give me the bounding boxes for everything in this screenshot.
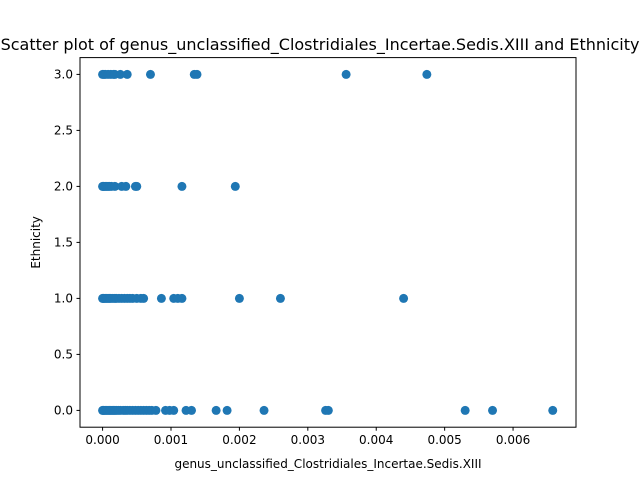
data-point	[115, 69, 125, 79]
plot-frame	[79, 57, 577, 428]
x-tick-label: 0.005	[427, 433, 461, 447]
data-point	[110, 181, 120, 191]
x-tick-label: 0.001	[154, 433, 188, 447]
data-point	[177, 181, 187, 191]
y-tick-label: 2.5	[54, 124, 73, 138]
data-point	[422, 69, 432, 79]
data-point	[177, 293, 187, 303]
data-point	[211, 405, 221, 415]
x-tick-label: 0.003	[291, 433, 325, 447]
data-point	[151, 405, 161, 415]
x-tick-label: 0.002	[222, 433, 256, 447]
data-point	[122, 69, 132, 79]
y-tick-label: 2.0	[54, 180, 73, 194]
x-axis-label: genus_unclassified_Clostridiales_Incerta…	[174, 457, 481, 471]
data-point	[399, 293, 409, 303]
x-axis: 0.000 0.001 0.002 0.003 0.004 0.005 0.006	[85, 427, 530, 447]
data-point	[460, 405, 470, 415]
data-point	[139, 293, 149, 303]
data-point	[132, 181, 142, 191]
data-point	[259, 405, 269, 415]
data-point	[156, 293, 166, 303]
x-tick-label: 0.004	[359, 433, 393, 447]
y-tick-label: 0.5	[54, 348, 73, 362]
y-axis-label: Ethnicity	[29, 216, 43, 269]
chart-title: Scatter plot of genus_unclassified_Clost…	[1, 35, 640, 55]
data-point	[488, 405, 498, 415]
x-tick-label: 0.006	[496, 433, 530, 447]
y-tick-label: 0.0	[54, 404, 73, 418]
data-point	[121, 181, 131, 191]
data-point	[145, 69, 155, 79]
y-tick-label: 1.0	[54, 292, 73, 306]
data-point	[275, 293, 285, 303]
data-point	[222, 405, 232, 415]
data-point	[234, 293, 244, 303]
data-point	[323, 405, 333, 415]
y-axis: 0.0 0.5 1.0 1.5 2.0 2.5 3.0	[54, 68, 80, 418]
x-tick-label: 0.000	[85, 433, 119, 447]
plot-points	[98, 69, 558, 415]
data-point	[548, 405, 558, 415]
data-point	[230, 181, 240, 191]
data-point	[192, 69, 202, 79]
y-tick-label: 3.0	[54, 68, 73, 82]
data-point	[187, 405, 197, 415]
y-tick-label: 1.5	[54, 236, 73, 250]
data-point	[341, 69, 351, 79]
data-point	[169, 405, 179, 415]
